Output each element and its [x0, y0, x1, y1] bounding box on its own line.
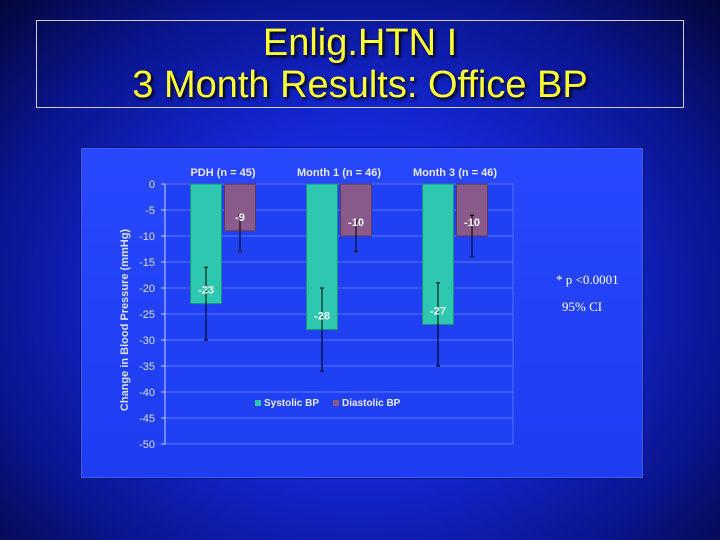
data-label: -10: [348, 217, 364, 229]
legend-swatch: [333, 400, 339, 406]
y-tick-label: -45: [139, 413, 155, 425]
legend-swatch: [255, 400, 261, 406]
slide-title-box: Enlig.HTN I 3 Month Results: Office BP: [36, 20, 684, 108]
y-tick-label: -25: [139, 309, 155, 321]
y-tick-label: 0: [149, 179, 155, 191]
data-label: -23: [198, 285, 214, 297]
y-tick-label: -30: [139, 335, 155, 347]
y-tick-label: -50: [139, 439, 155, 451]
y-axis-label: Change in Blood Pressure (mmHg): [119, 229, 131, 411]
legend-label: Diastolic BP: [342, 398, 401, 409]
category-label: Month 1 (n = 46): [297, 167, 381, 179]
y-tick-label: -15: [139, 257, 155, 269]
y-tick-label: -10: [139, 231, 155, 243]
category-label: PDH (n = 45): [190, 167, 255, 179]
category-label: Month 3 (n = 46): [413, 167, 497, 179]
data-label: -27: [430, 305, 446, 317]
y-tick-label: -5: [145, 205, 155, 217]
ci-note: 95% CI: [562, 299, 603, 314]
p-value-note: * p <0.0001: [556, 272, 619, 287]
y-tick-label: -40: [139, 387, 155, 399]
slide-title-line-2: 3 Month Results: Office BP: [132, 64, 588, 106]
slide-title-line-1: Enlig.HTN I: [262, 22, 458, 64]
y-tick-label: -20: [139, 283, 155, 295]
y-tick-label: -35: [139, 361, 155, 373]
data-label: -28: [314, 311, 330, 323]
data-label: -10: [464, 217, 480, 229]
data-label: -9: [235, 212, 245, 224]
legend-label: Systolic BP: [264, 398, 319, 409]
